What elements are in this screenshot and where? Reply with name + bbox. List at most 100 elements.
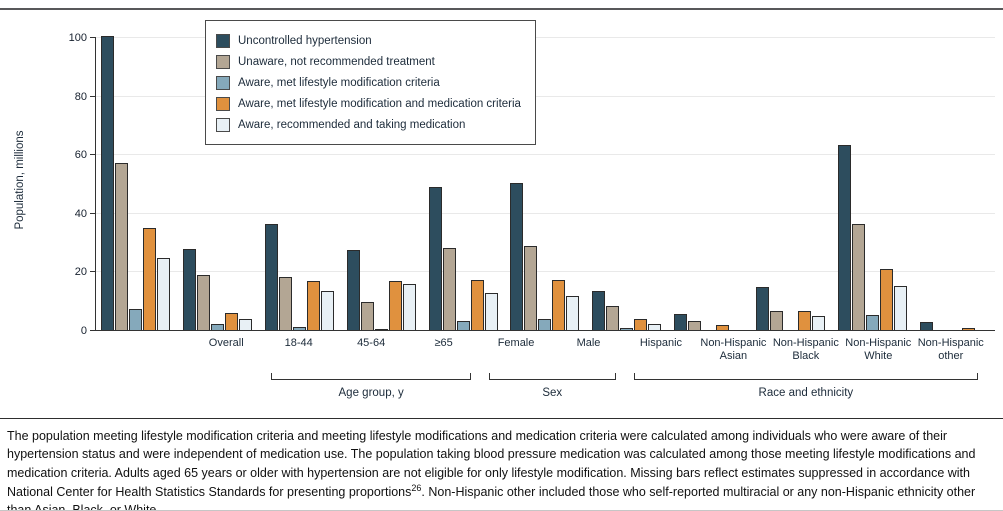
footnote-text-continued: . Non-Hispanic other included those who … bbox=[7, 484, 976, 511]
bar bbox=[606, 306, 620, 331]
x-axis-label: Hispanic bbox=[639, 337, 683, 349]
bar bbox=[129, 309, 143, 331]
legend-label: Aware, met lifestyle modification criter… bbox=[238, 76, 440, 89]
x-axis-label: Overall bbox=[208, 337, 244, 349]
legend: Uncontrolled hypertension Unaware, not re… bbox=[205, 20, 536, 145]
gridline bbox=[95, 154, 995, 156]
legend-item: Aware, met lifestyle modification criter… bbox=[216, 72, 521, 93]
gridline bbox=[95, 37, 995, 38]
y-tick-label: 80 bbox=[74, 90, 87, 103]
legend-swatch-icon bbox=[216, 54, 230, 69]
footnote: The population meeting lifestyle modific… bbox=[0, 418, 1003, 511]
bar bbox=[865, 314, 879, 331]
bar bbox=[552, 279, 566, 331]
bar-group bbox=[95, 30, 177, 331]
legend-item: Aware, recommended and taking medication bbox=[216, 114, 521, 135]
y-tick-mark bbox=[90, 37, 95, 38]
x-axis-label: Female bbox=[497, 337, 535, 349]
bar-group bbox=[668, 30, 750, 331]
legend-label: Aware, met lifestyle modification and me… bbox=[238, 97, 521, 110]
y-tick-mark bbox=[90, 330, 95, 331]
y-tick-label: 0 bbox=[80, 325, 87, 337]
bar bbox=[307, 281, 321, 331]
bar bbox=[388, 281, 402, 331]
bar-groups bbox=[95, 30, 995, 331]
bar bbox=[851, 224, 865, 331]
legend-item: Unaware, not recommended treatment bbox=[216, 51, 521, 72]
y-tick-mark bbox=[90, 154, 95, 156]
section-bracket bbox=[488, 373, 616, 380]
bar-group bbox=[340, 30, 422, 331]
section-label: Sex bbox=[542, 387, 563, 399]
bar-group bbox=[586, 30, 668, 331]
y-tick-mark bbox=[90, 271, 95, 273]
bar bbox=[566, 295, 580, 331]
legend-swatch-icon bbox=[216, 117, 230, 132]
y-tick-mark bbox=[90, 95, 95, 97]
y-tick-label: 60 bbox=[74, 149, 87, 162]
bar bbox=[115, 162, 129, 331]
plot-area: 0 20 40 60 80 100 Uncontrolled hypertension Un… bbox=[69, 20, 995, 337]
x-axis-label: ≥65 bbox=[434, 337, 453, 349]
x-axis-labels: Overall 18-44 45-64 ≥65 Female Male Hispanic No… bbox=[190, 337, 987, 363]
x-axis-label: 18-44 bbox=[284, 337, 313, 349]
bar bbox=[101, 35, 115, 331]
y-tick-label: 100 bbox=[68, 32, 87, 44]
legend-swatch-icon bbox=[216, 96, 230, 111]
bar bbox=[197, 275, 211, 331]
section-bracket bbox=[271, 373, 471, 380]
bar bbox=[402, 284, 416, 331]
bar bbox=[183, 248, 197, 331]
bar bbox=[837, 144, 851, 331]
bar bbox=[524, 246, 538, 331]
x-axis-line bbox=[95, 330, 995, 331]
section-brackets: Age group, y Sex Race and ethnicity bbox=[190, 370, 987, 414]
bar bbox=[484, 292, 498, 331]
bar-group bbox=[913, 30, 995, 331]
bar-group bbox=[504, 30, 586, 331]
bar bbox=[510, 183, 524, 331]
chart-region: Population, millions 0 20 40 60 80 100 Uncont… bbox=[14, 20, 995, 414]
y-axis-line bbox=[95, 37, 96, 331]
legend-swatch-icon bbox=[216, 33, 230, 48]
x-axis-label: Male bbox=[576, 337, 601, 349]
bar bbox=[143, 228, 157, 331]
bar bbox=[797, 310, 811, 331]
bar bbox=[592, 291, 606, 331]
bar bbox=[225, 313, 239, 331]
y-tick-label: 40 bbox=[74, 207, 87, 220]
x-axis-label: Non-Hispanic Black bbox=[772, 337, 839, 362]
bar-group bbox=[422, 30, 504, 331]
bar bbox=[769, 310, 783, 331]
gridline bbox=[95, 212, 995, 214]
bar bbox=[321, 291, 335, 331]
x-axis-label: Non-Hispanic other bbox=[917, 337, 984, 362]
legend-swatch-icon bbox=[216, 75, 230, 90]
footnote-reference: 26 bbox=[411, 482, 422, 493]
legend-label: Uncontrolled hypertension bbox=[238, 34, 372, 47]
bar-group bbox=[177, 30, 259, 331]
section-label: Age group, y bbox=[338, 387, 404, 399]
legend-label: Aware, recommended and taking medication bbox=[238, 118, 466, 131]
x-axis-label: Non-Hispanic Asian bbox=[700, 337, 767, 362]
bar bbox=[442, 247, 456, 331]
section-bracket bbox=[633, 373, 978, 380]
bar bbox=[755, 287, 769, 331]
bar bbox=[674, 314, 688, 331]
x-axis-label: Non-Hispanic White bbox=[845, 337, 912, 362]
y-tick-mark bbox=[90, 212, 95, 214]
gridline bbox=[95, 95, 995, 97]
figure-top-border bbox=[0, 8, 1003, 10]
gridline bbox=[95, 271, 995, 273]
legend-item: Uncontrolled hypertension bbox=[216, 30, 521, 51]
bar bbox=[811, 316, 825, 331]
legend-item: Aware, met lifestyle modification and me… bbox=[216, 93, 521, 114]
bar bbox=[265, 224, 279, 331]
footnote-text: The population meeting lifestyle modific… bbox=[7, 429, 976, 499]
legend-label: Unaware, not recommended treatment bbox=[238, 55, 435, 68]
legend-items: Uncontrolled hypertension Unaware, not re… bbox=[216, 30, 521, 135]
bar bbox=[879, 269, 893, 331]
y-tick-label: 20 bbox=[74, 266, 87, 279]
bar bbox=[428, 187, 442, 331]
